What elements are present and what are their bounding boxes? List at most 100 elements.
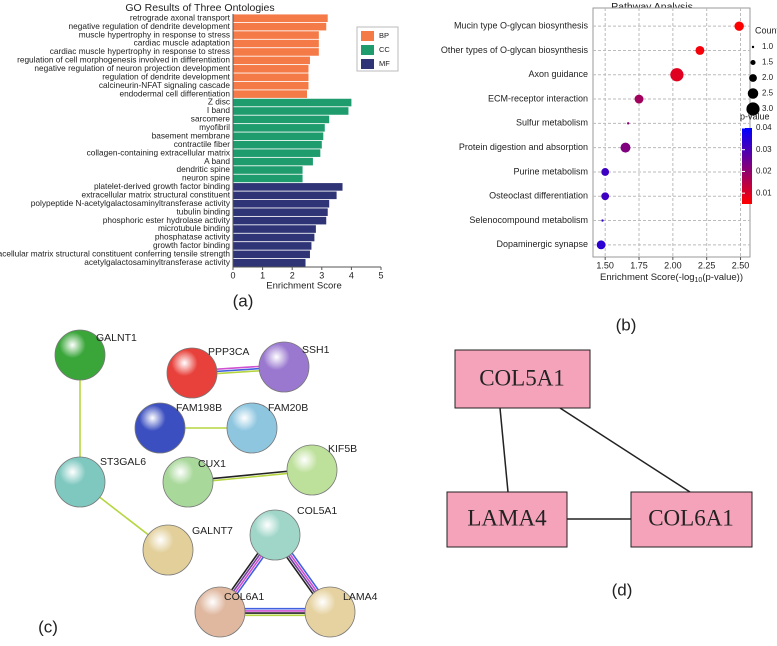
- legend-swatch: [361, 31, 374, 41]
- bar: [233, 140, 322, 149]
- node-label: CUX1: [198, 458, 226, 470]
- y-tick-label: I band: [207, 105, 230, 115]
- node-label: GALNT7: [192, 525, 233, 537]
- bar: [233, 242, 312, 250]
- dot: [626, 122, 630, 125]
- bar: [233, 90, 307, 98]
- legend-label: 2.0: [762, 73, 774, 82]
- node-label: ST3GAL6: [100, 456, 146, 468]
- legend-label: CC: [379, 45, 390, 54]
- y-tick-label: collagen-containing extracellular matrix: [87, 147, 231, 157]
- node: [286, 444, 338, 496]
- legend-label: 2.5: [762, 89, 774, 98]
- y-tick-label: Z disc: [208, 97, 230, 107]
- node: [142, 524, 194, 576]
- legend-label: 1.0: [762, 42, 774, 51]
- network-d: COL5A1 LAMA4 COL6A1: [446, 349, 753, 548]
- node: [304, 586, 356, 638]
- x-tick-label: 0: [230, 270, 235, 280]
- node-label: COL5A1: [297, 505, 337, 517]
- x-tick-label: 2: [290, 270, 295, 280]
- x-axis-label-part: Enrichment Score(-log: [600, 272, 695, 283]
- y-tick-label: endodermal cell differentiation: [119, 88, 230, 98]
- x-axis-label: Enrichment Score: [266, 281, 342, 292]
- bar: [233, 107, 349, 115]
- bar: [233, 31, 319, 39]
- bar: [233, 73, 309, 82]
- dot: [620, 142, 631, 153]
- legend-swatch: [361, 59, 374, 69]
- node: [258, 341, 310, 393]
- y-tick-label: regulation of cell morphogenesis involve…: [17, 55, 230, 65]
- y-tick-label: ECM-receptor interaction: [488, 93, 588, 103]
- y-tick-label: microtubule binding: [158, 223, 230, 233]
- x-tick-label: 3: [319, 270, 324, 280]
- colorbar: [742, 128, 752, 204]
- bar: [233, 39, 319, 48]
- y-tick-label: Selenocompound metabolism: [469, 215, 588, 225]
- node-label: COL6A1: [224, 591, 264, 603]
- y-tick-label: cardiac muscle adaptation: [134, 38, 231, 48]
- bar: [233, 14, 328, 23]
- bar: [233, 258, 306, 267]
- bar: [233, 22, 327, 31]
- y-tick-label: regulation of dendrite development: [102, 71, 230, 81]
- y-tick-label: negative regulation of neuron projection…: [34, 63, 230, 73]
- y-tick-label: platelet-derived growth factor binding: [94, 181, 230, 191]
- node: [162, 456, 214, 508]
- node: [134, 402, 186, 454]
- bar: [233, 81, 309, 90]
- bar: [233, 98, 352, 107]
- x-axis-label: Enrichment Score(-log10(p-value)): [600, 272, 743, 284]
- y-tick-label: basement membrane: [152, 130, 231, 140]
- legend-dot: [751, 45, 755, 49]
- y-tick-label: cardiac muscle hypertrophy in response t…: [50, 46, 230, 56]
- legend-label: 3.0: [762, 104, 774, 113]
- legend-dot: [746, 102, 760, 116]
- node-label: SSH1: [302, 344, 330, 356]
- bar: [233, 233, 315, 242]
- node-box: [454, 349, 591, 409]
- chart-title: GO Results of Three Ontologies: [125, 2, 274, 14]
- y-tick-label: muscle hypertrophy in response to stress: [79, 29, 230, 39]
- colorbar-label: 0.01: [756, 188, 772, 197]
- legend-title: Count: [755, 25, 777, 35]
- dot: [695, 46, 705, 55]
- panel-label: (c): [38, 617, 58, 636]
- node: [226, 402, 278, 454]
- bar: [233, 157, 313, 166]
- x-axis-label-part: 10: [695, 277, 703, 284]
- legend-dot: [749, 74, 757, 82]
- legend-dot: [750, 59, 756, 66]
- bar: [233, 225, 316, 233]
- y-tick-label: myofibril: [199, 122, 230, 132]
- bar: [233, 183, 343, 191]
- bar: [233, 149, 321, 157]
- x-tick-label: 4: [349, 270, 354, 280]
- y-tick-label: growth factor binding: [153, 240, 230, 250]
- dot: [670, 68, 684, 82]
- node-box: [630, 491, 753, 548]
- node-label: FAM198B: [176, 402, 222, 414]
- x-tick-label: 2.50: [732, 260, 750, 270]
- legend-dot: [747, 88, 759, 99]
- y-tick-label: acetylgalactosaminyltransferase activity: [84, 257, 231, 267]
- y-tick-label: Other types of O-glycan biosynthesis: [441, 45, 589, 55]
- node-label: FAM20B: [268, 402, 308, 414]
- x-tick-label: 1.75: [630, 260, 648, 270]
- dot: [601, 219, 604, 222]
- y-tick-label: Purine metabolism: [513, 166, 588, 176]
- colorbar-label: 0.04: [756, 123, 772, 132]
- y-tick-label: tubulin binding: [176, 206, 230, 216]
- dot: [601, 168, 610, 176]
- y-tick-label: sarcomere: [191, 114, 231, 124]
- x-tick-label: 2.25: [698, 260, 716, 270]
- y-tick-label: Mucin type O-glycan biosynthesis: [454, 21, 589, 31]
- bar: [233, 208, 328, 216]
- node: [54, 456, 106, 508]
- y-tick-label: Dopaminergic synapse: [496, 239, 588, 249]
- y-tick-label: polypeptide N-acetylgalactosaminyltransf…: [31, 198, 231, 208]
- x-tick-label: 1.50: [596, 260, 614, 270]
